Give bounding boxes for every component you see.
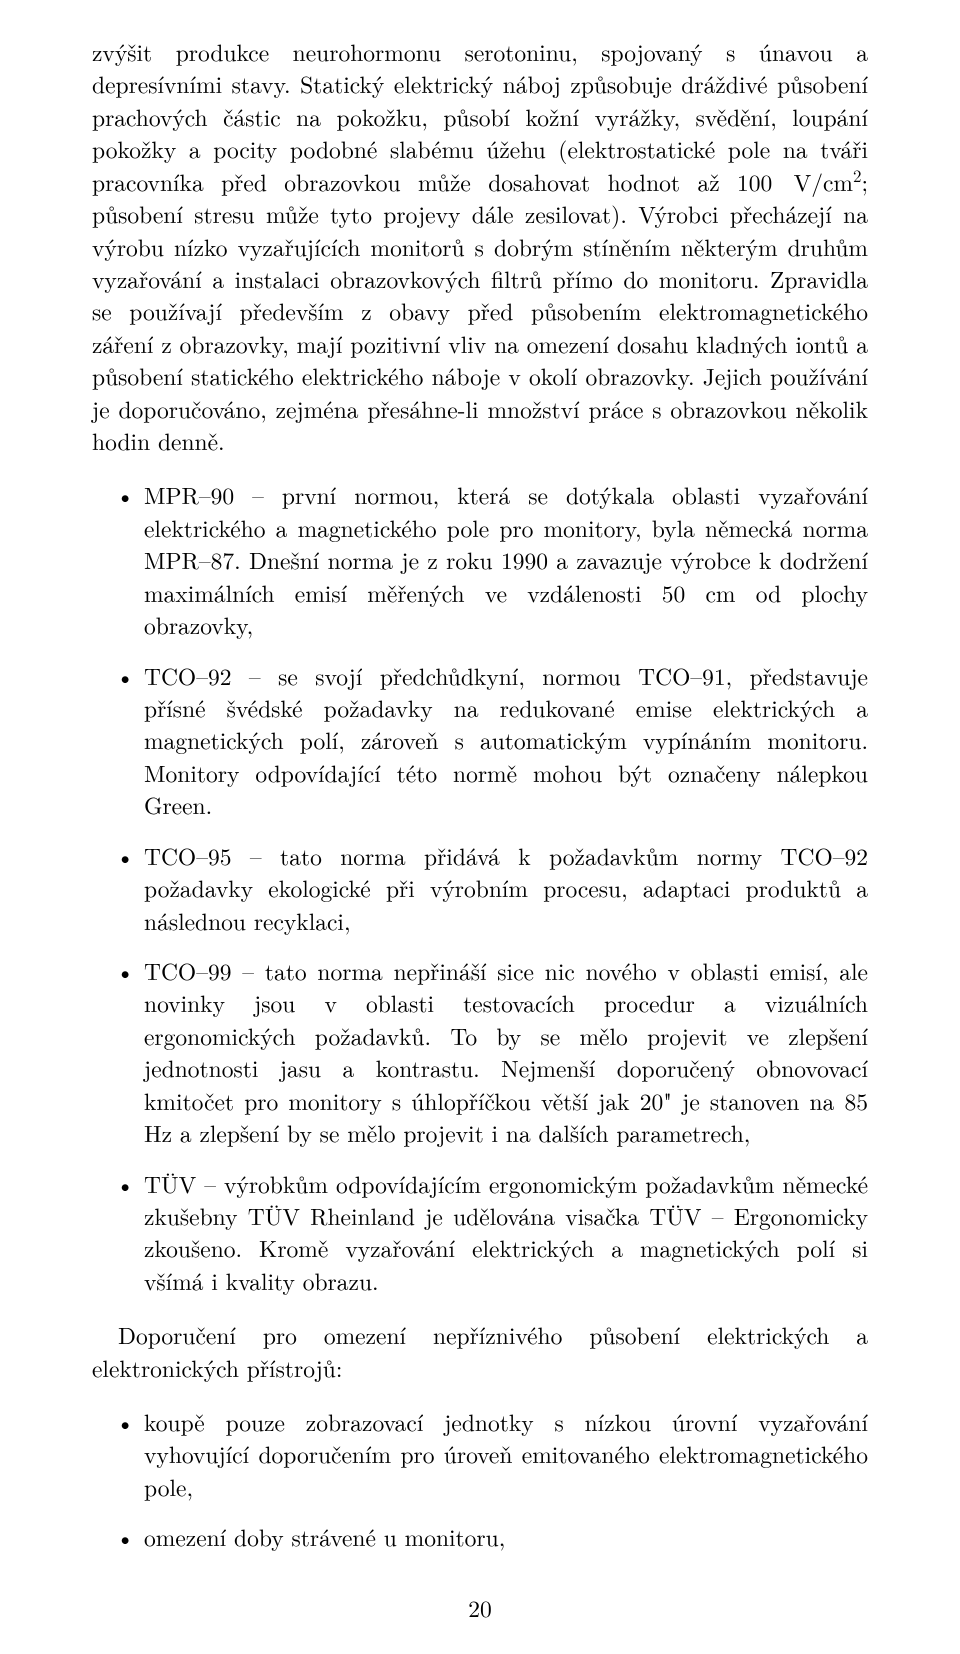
list-item: MPR–90 – první normou, která se dotýkala…: [144, 479, 868, 641]
recommend-list: koupě pouze zobrazovací jednotky s nízko…: [92, 1406, 868, 1554]
intro-text-1: zvýšit produkce neurohormonu serotoninu,…: [92, 35, 868, 198]
page-container: zvýšit produkce neurohormonu serotoninu,…: [0, 0, 960, 1654]
list-item: TCO–92 – se svojí předchůdkyní, normou T…: [144, 660, 868, 822]
list-item: TCO–99 – tato norma nepřináší sice nic n…: [144, 955, 868, 1150]
recommend-paragraph: Doporučení pro omezení nepříznivého půso…: [92, 1319, 868, 1384]
list-item: omezení doby strávené u monitoru,: [144, 1521, 868, 1553]
list-item: TÜV – výrobkům odpovídajícím ergonomický…: [144, 1168, 868, 1298]
intro-paragraph: zvýšit produkce neurohormonu serotoninu,…: [92, 36, 868, 457]
list-item: koupě pouze zobrazovací jednotky s nízko…: [144, 1406, 868, 1503]
page-number: 20: [0, 1591, 960, 1624]
intro-text-2: ; působení stresu může tyto projevy dále…: [92, 165, 868, 457]
list-item: TCO–95 – tato norma přidává k požadavkům…: [144, 840, 868, 937]
standards-list: MPR–90 – první normou, která se dotýkala…: [92, 479, 868, 1297]
